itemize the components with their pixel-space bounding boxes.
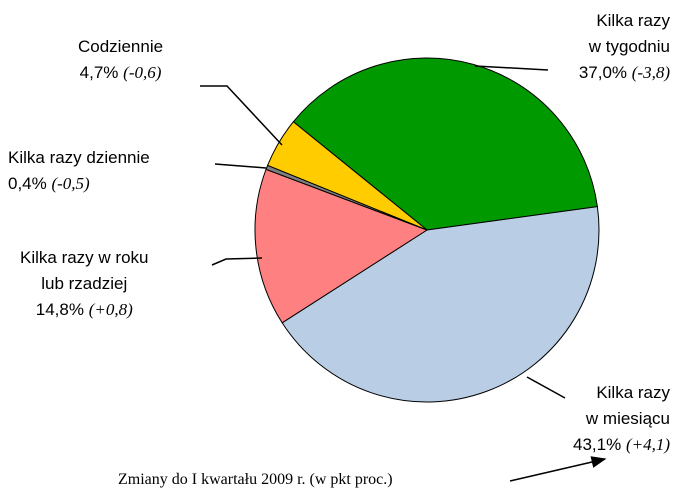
leader-line: [211, 257, 263, 266]
category-label: Codziennie: [78, 37, 164, 56]
category-label: Kilka razy w tygodniu: [588, 11, 670, 56]
value-label: 37,0%: [578, 63, 628, 82]
slice-label: Kilka razy w miesiącu 43,1% (+4,1): [573, 380, 670, 458]
slice-label: Kilka razy w tygodniu 37,0% (-3,8): [579, 8, 670, 86]
category-label: Kilka razy dziennie: [8, 148, 150, 167]
leader-line: [474, 65, 549, 71]
leader-line: [200, 85, 283, 146]
change-label: (-3,8): [631, 63, 670, 82]
slice-label: Codziennie 4,7% (-0,6): [78, 34, 163, 86]
slice-label: Kilka razy w roku lub rzadziej 14,8% (+0,…: [20, 245, 148, 323]
leader-line: [526, 376, 566, 399]
value-label: 4,7%: [79, 63, 119, 82]
value-label: 0,4%: [8, 174, 47, 193]
slice-label: Kilka razy dziennie 0,4% (-0,5): [8, 145, 150, 197]
change-label: (+4,1): [625, 435, 670, 454]
category-label: Kilka razy w miesiącu: [585, 383, 670, 428]
footnote-arrow: [509, 456, 607, 482]
category-label: Kilka razy w roku lub rzadziej: [20, 248, 149, 293]
change-label: (+0,8): [88, 300, 133, 319]
leader-line: [214, 163, 267, 169]
pie-slice: [292, 57, 598, 231]
pie-slice: [281, 206, 600, 403]
change-label: (-0,5): [51, 174, 90, 193]
footnote: Zmiany do I kwartału 2009 r. (w pkt proc…: [118, 471, 393, 488]
value-label: 14,8%: [35, 300, 84, 319]
pie-slice: [254, 168, 429, 324]
value-label: 43,1%: [573, 435, 622, 454]
change-label: (-0,6): [123, 63, 162, 82]
